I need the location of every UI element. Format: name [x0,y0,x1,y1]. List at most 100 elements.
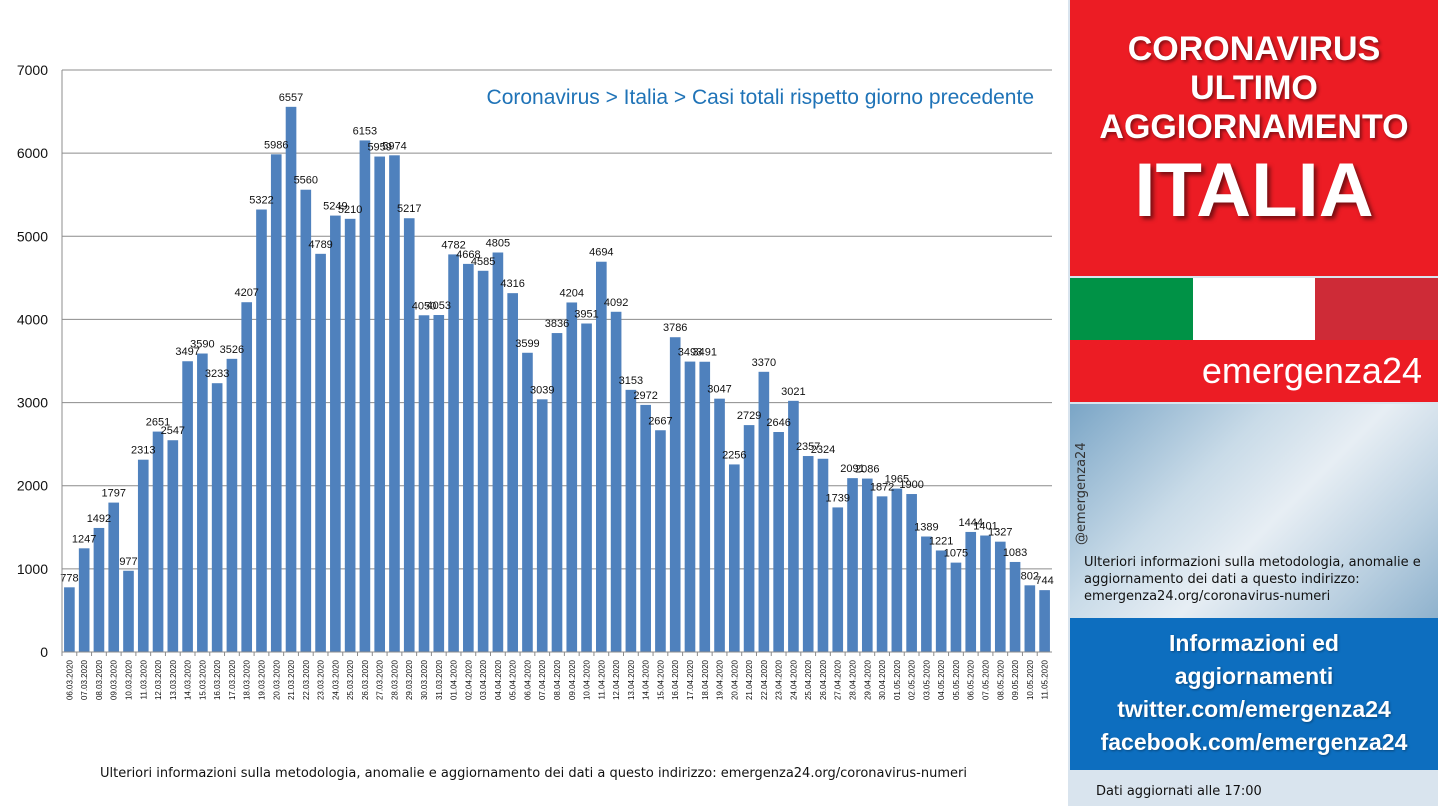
data-label: 1900 [899,479,923,491]
data-label: 2086 [855,464,879,476]
data-label: 1401 [973,521,997,533]
bar [773,432,784,652]
data-label: 3836 [545,318,569,330]
x-tick-label: 16.04.2020 [671,659,680,700]
bar [625,389,637,652]
x-tick-label: 30.03.2020 [420,659,429,700]
x-tick-label: 05.04.2020 [509,659,518,700]
data-label: 4694 [589,247,613,259]
bar [861,478,873,652]
x-tick-label: 22.03.2020 [302,659,311,700]
x-tick-label: 15.03.2020 [198,659,207,700]
data-label: 2667 [648,415,672,427]
x-tick-label: 10.04.2020 [583,659,592,700]
x-tick-label: 23.03.2020 [317,659,326,700]
x-tick-label: 13.04.2020 [627,659,636,700]
axis-layer: 0 1000 2000 3000 4000 5000 6000 7000 06.03.2020 0… [17,62,1052,700]
x-tick-label: 01.04.2020 [450,659,459,700]
x-tick-label: 27.03.2020 [376,659,385,700]
bar [374,156,386,653]
x-tick-label: 21.03.2020 [287,659,296,700]
x-tick-label: 15.04.2020 [656,659,665,700]
data-label: 2324 [811,444,835,456]
data-label: 2651 [146,417,170,429]
data-label: 6557 [279,92,303,104]
data-label: 1492 [87,513,111,525]
data-label: 2646 [766,417,790,429]
chart-area: 778 1247 1492 1797 977 2313 2651 2547 3497 3590 32… [16,62,1054,781]
twitter-link[interactable]: twitter.com/emergenza24 [1117,696,1391,722]
data-label: 5322 [249,195,273,207]
bar [507,293,518,652]
x-tick-label: 13.03.2020 [169,659,178,700]
chart-title: Coronavirus > Italia > Casi totali rispe… [487,86,1034,109]
data-label: 4092 [604,297,628,309]
x-tick-label: 25.03.2020 [346,659,355,700]
x-tick-label: 22.04.2020 [760,659,769,700]
bar [1039,590,1050,652]
data-label: 3233 [205,368,229,380]
bar [610,311,622,652]
x-tick-label: 31.03.2020 [435,659,444,700]
bar [980,535,991,652]
bar [477,270,489,652]
bar [728,464,740,652]
bar [935,550,947,652]
data-label: 4204 [560,287,584,299]
x-tick-label: 16.03.2020 [213,659,222,700]
bar [167,440,179,652]
data-label: 3491 [693,347,717,359]
data-label: 4316 [500,278,524,290]
bar [743,425,755,652]
x-tick-label: 24.03.2020 [331,659,340,700]
bar [315,253,326,652]
x-tick-label: 07.05.2020 [982,659,991,700]
bar [152,431,164,652]
x-tick-label: 04.04.2020 [494,659,503,700]
x-tick-label: 08.04.2020 [553,659,562,700]
x-tick-label: 02.05.2020 [908,659,917,700]
facebook-link[interactable]: facebook.com/emergenza24 [1100,729,1408,755]
social-handle: @emergenza24 [1074,442,1089,545]
x-tick-label: 06.03.2020 [65,659,74,700]
x-tick-label: 11.04.2020 [597,659,606,699]
bar [536,399,548,652]
x-tick-label: 25.04.2020 [804,659,813,700]
data-label: 2729 [737,410,761,422]
bar [566,302,578,652]
bar [1009,561,1021,652]
x-tick-label: 05.05.2020 [952,659,961,700]
bar [123,570,134,652]
data-label: 977 [119,556,137,568]
data-label: 1221 [929,535,953,547]
x-tick-label: 07.03.2020 [80,659,89,700]
bar [921,536,932,652]
data-label: 802 [1021,570,1039,582]
x-tick-label: 06.04.2020 [523,659,532,700]
x-tick-label: 08.05.2020 [996,659,1005,700]
bar [581,323,592,652]
side-note: Ulteriori informazioni sulla metodologia… [1084,555,1421,604]
bar [463,263,474,652]
data-label: 2091 [840,463,864,475]
flag-white-stripe [1192,278,1316,340]
x-tick-label: 03.05.2020 [922,659,931,700]
bar [241,302,253,652]
y-tick-label: 0 [40,644,48,660]
data-label: 2547 [161,425,185,437]
data-label: 5986 [264,139,288,151]
x-tick-label: 01.05.2020 [893,659,902,700]
bar [418,315,430,652]
bar [389,155,400,652]
x-tick-label: 17.04.2020 [686,659,695,700]
data-label: 1872 [870,481,894,493]
x-tick-label: 06.05.2020 [967,659,976,700]
y-tick-label: 3000 [17,395,48,411]
x-tick-label: 12.03.2020 [154,659,163,700]
x-tick-label: 27.04.2020 [834,659,843,700]
brand-name: emergenza24 [1070,340,1438,402]
bar [256,209,267,652]
data-label: 1327 [988,527,1012,539]
